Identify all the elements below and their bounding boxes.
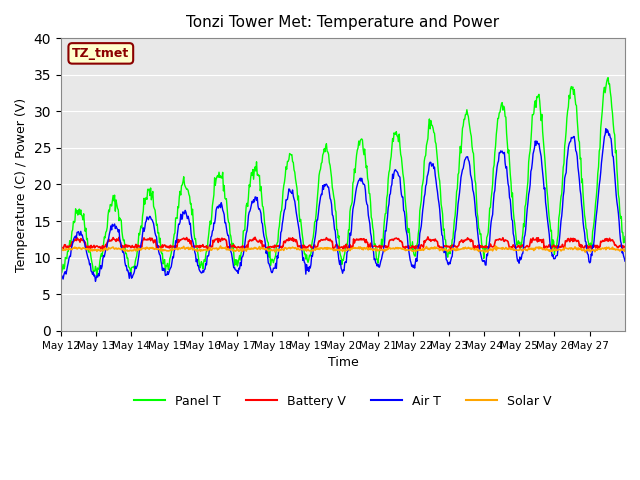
Panel T (228, 239, 236, 245)
Battery V (435, 244, 442, 250)
Solar V (57, 246, 65, 252)
Title: Tonzi Tower Met: Temperature and Power: Tonzi Tower Met: Temperature and Power (186, 15, 499, 30)
Solar V (621, 246, 629, 252)
Panel T (57, 267, 65, 273)
Line: Panel T: Panel T (61, 78, 625, 276)
Panel T (93, 274, 100, 279)
Solar V (255, 246, 262, 252)
Battery V (57, 243, 65, 249)
Solar V (124, 247, 131, 253)
Battery V (424, 234, 432, 240)
Air T (277, 229, 285, 235)
Panel T (124, 255, 132, 261)
Air T (228, 251, 236, 256)
Air T (621, 258, 629, 264)
Air T (57, 278, 65, 284)
Battery V (276, 244, 284, 250)
Solar V (492, 243, 499, 249)
Solar V (484, 249, 492, 255)
Solar V (276, 247, 284, 253)
Text: TZ_tmet: TZ_tmet (72, 47, 129, 60)
Solar V (401, 247, 409, 252)
Battery V (227, 244, 235, 250)
Legend: Panel T, Battery V, Air T, Solar V: Panel T, Battery V, Air T, Solar V (129, 390, 557, 413)
Panel T (621, 234, 629, 240)
Line: Solar V: Solar V (61, 246, 625, 252)
Panel T (604, 75, 612, 81)
Panel T (277, 209, 285, 215)
Battery V (416, 247, 424, 253)
Air T (434, 189, 442, 194)
Solar V (433, 245, 440, 251)
Air T (255, 206, 263, 212)
Y-axis label: Temperature (C) / Power (V): Temperature (C) / Power (V) (15, 97, 28, 272)
Air T (92, 278, 99, 284)
Battery V (255, 239, 262, 245)
Air T (402, 226, 410, 232)
Air T (124, 267, 132, 273)
Line: Air T: Air T (61, 129, 625, 281)
Panel T (402, 204, 410, 210)
Line: Battery V: Battery V (61, 237, 625, 250)
Solar V (227, 247, 235, 253)
Air T (602, 126, 610, 132)
Panel T (255, 172, 263, 178)
Panel T (434, 157, 442, 163)
Battery V (621, 243, 629, 249)
Battery V (124, 244, 131, 250)
X-axis label: Time: Time (328, 356, 358, 369)
Battery V (401, 246, 409, 252)
